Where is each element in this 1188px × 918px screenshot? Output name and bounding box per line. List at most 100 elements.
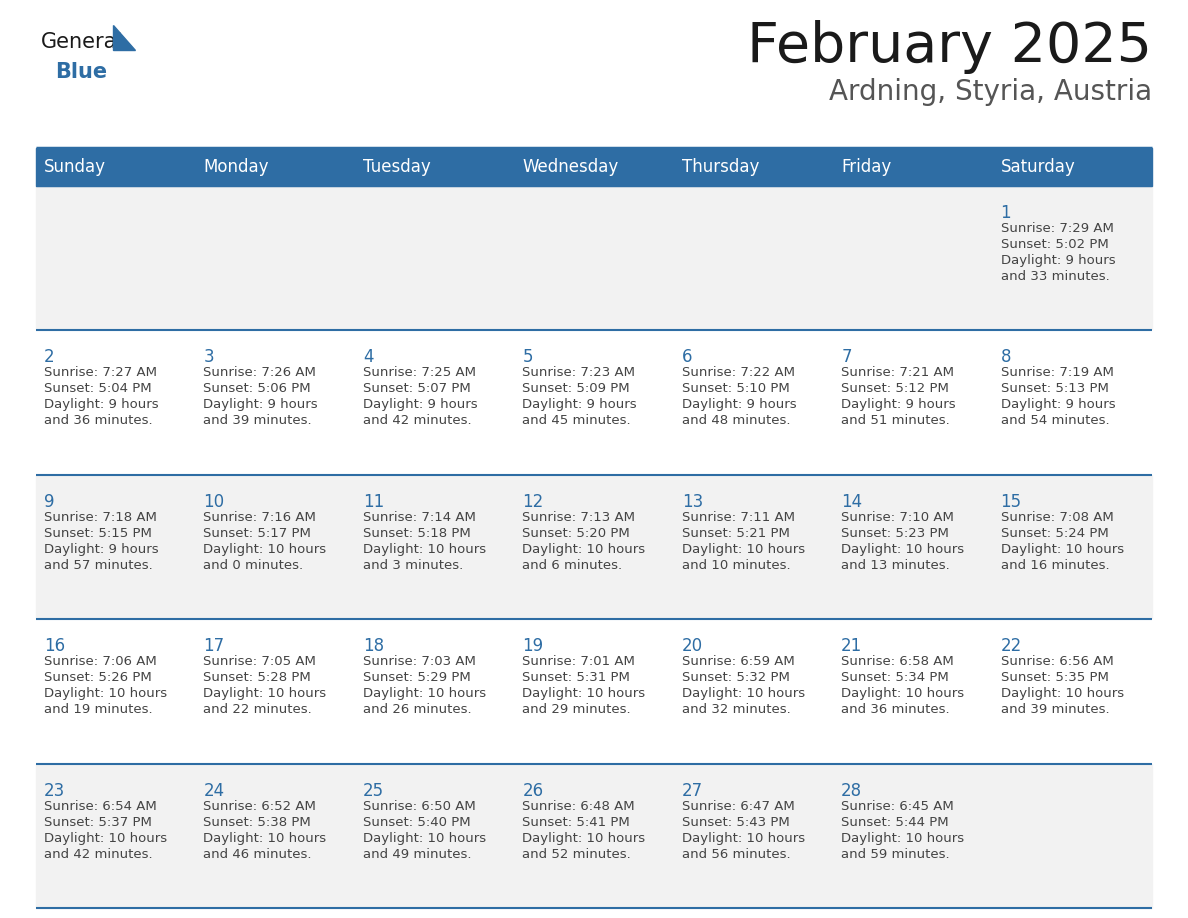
Text: 8: 8 (1000, 349, 1011, 366)
Text: Sunset: 5:43 PM: Sunset: 5:43 PM (682, 815, 790, 829)
Text: Sunrise: 7:22 AM: Sunrise: 7:22 AM (682, 366, 795, 379)
Text: Daylight: 9 hours: Daylight: 9 hours (682, 398, 796, 411)
Text: 20: 20 (682, 637, 703, 655)
Text: Sunset: 5:10 PM: Sunset: 5:10 PM (682, 383, 790, 396)
Text: 10: 10 (203, 493, 225, 510)
Text: Sunrise: 6:54 AM: Sunrise: 6:54 AM (44, 800, 157, 812)
Text: Daylight: 9 hours: Daylight: 9 hours (203, 398, 318, 411)
Text: Sunset: 5:35 PM: Sunset: 5:35 PM (1000, 671, 1108, 684)
Text: General: General (42, 32, 124, 52)
Text: and 36 minutes.: and 36 minutes. (841, 703, 949, 716)
Text: Daylight: 10 hours: Daylight: 10 hours (682, 832, 804, 845)
Text: and 26 minutes.: and 26 minutes. (362, 703, 472, 716)
Text: 22: 22 (1000, 637, 1022, 655)
Text: Sunrise: 7:23 AM: Sunrise: 7:23 AM (523, 366, 636, 379)
Text: Sunrise: 6:48 AM: Sunrise: 6:48 AM (523, 800, 634, 812)
Bar (36, 475, 1152, 620)
Text: and 13 minutes.: and 13 minutes. (841, 559, 950, 572)
Text: 28: 28 (841, 781, 862, 800)
Text: and 52 minutes.: and 52 minutes. (523, 847, 631, 860)
Text: and 29 minutes.: and 29 minutes. (523, 703, 631, 716)
Text: Sunset: 5:20 PM: Sunset: 5:20 PM (523, 527, 630, 540)
Text: 21: 21 (841, 637, 862, 655)
Text: and 16 minutes.: and 16 minutes. (1000, 559, 1110, 572)
Text: and 45 minutes.: and 45 minutes. (523, 414, 631, 428)
Text: Sunrise: 7:03 AM: Sunrise: 7:03 AM (362, 655, 475, 668)
Text: and 19 minutes.: and 19 minutes. (44, 703, 152, 716)
Text: Friday: Friday (841, 158, 891, 176)
Text: Sunset: 5:32 PM: Sunset: 5:32 PM (682, 671, 790, 684)
Text: Sunset: 5:40 PM: Sunset: 5:40 PM (362, 815, 470, 829)
Text: Daylight: 10 hours: Daylight: 10 hours (682, 543, 804, 555)
Text: Sunset: 5:04 PM: Sunset: 5:04 PM (44, 383, 152, 396)
Text: Daylight: 10 hours: Daylight: 10 hours (362, 543, 486, 555)
Text: Sunset: 5:26 PM: Sunset: 5:26 PM (44, 671, 152, 684)
Text: and 0 minutes.: and 0 minutes. (203, 559, 304, 572)
Text: 25: 25 (362, 781, 384, 800)
Text: 24: 24 (203, 781, 225, 800)
Text: Daylight: 10 hours: Daylight: 10 hours (841, 543, 965, 555)
Text: Daylight: 10 hours: Daylight: 10 hours (523, 543, 645, 555)
Text: Sunset: 5:28 PM: Sunset: 5:28 PM (203, 671, 311, 684)
Text: 23: 23 (44, 781, 65, 800)
Text: Ardning, Styria, Austria: Ardning, Styria, Austria (829, 78, 1152, 106)
Polygon shape (113, 25, 135, 50)
Bar (36, 764, 1152, 908)
Text: Daylight: 10 hours: Daylight: 10 hours (1000, 543, 1124, 555)
Text: Sunrise: 7:05 AM: Sunrise: 7:05 AM (203, 655, 316, 668)
Text: 13: 13 (682, 493, 703, 510)
Text: 9: 9 (44, 493, 55, 510)
Text: Sunrise: 6:45 AM: Sunrise: 6:45 AM (841, 800, 954, 812)
Text: February 2025: February 2025 (747, 20, 1152, 74)
Text: Sunrise: 7:29 AM: Sunrise: 7:29 AM (1000, 222, 1113, 235)
Text: Sunrise: 7:18 AM: Sunrise: 7:18 AM (44, 510, 157, 524)
Text: Sunrise: 7:16 AM: Sunrise: 7:16 AM (203, 510, 316, 524)
Text: Daylight: 10 hours: Daylight: 10 hours (44, 832, 168, 845)
Text: 15: 15 (1000, 493, 1022, 510)
Text: Sunset: 5:09 PM: Sunset: 5:09 PM (523, 383, 630, 396)
Text: Daylight: 10 hours: Daylight: 10 hours (203, 832, 327, 845)
Text: Sunrise: 7:13 AM: Sunrise: 7:13 AM (523, 510, 636, 524)
Text: Sunset: 5:17 PM: Sunset: 5:17 PM (203, 527, 311, 540)
Text: and 42 minutes.: and 42 minutes. (362, 414, 472, 428)
Text: and 59 minutes.: and 59 minutes. (841, 847, 949, 860)
Text: Sunset: 5:02 PM: Sunset: 5:02 PM (1000, 238, 1108, 251)
Text: Sunrise: 7:21 AM: Sunrise: 7:21 AM (841, 366, 954, 379)
Text: Daylight: 10 hours: Daylight: 10 hours (203, 543, 327, 555)
Text: Sunset: 5:31 PM: Sunset: 5:31 PM (523, 671, 630, 684)
Text: 18: 18 (362, 637, 384, 655)
Text: Sunrise: 7:06 AM: Sunrise: 7:06 AM (44, 655, 157, 668)
Text: Thursday: Thursday (682, 158, 759, 176)
Text: Daylight: 9 hours: Daylight: 9 hours (362, 398, 478, 411)
Text: Sunrise: 7:08 AM: Sunrise: 7:08 AM (1000, 510, 1113, 524)
Text: Sunrise: 7:10 AM: Sunrise: 7:10 AM (841, 510, 954, 524)
Text: Daylight: 10 hours: Daylight: 10 hours (682, 688, 804, 700)
Text: Daylight: 9 hours: Daylight: 9 hours (44, 543, 159, 555)
Text: Sunset: 5:21 PM: Sunset: 5:21 PM (682, 527, 790, 540)
Text: Sunset: 5:06 PM: Sunset: 5:06 PM (203, 383, 311, 396)
Text: and 32 minutes.: and 32 minutes. (682, 703, 790, 716)
Text: Sunset: 5:24 PM: Sunset: 5:24 PM (1000, 527, 1108, 540)
Text: 3: 3 (203, 349, 214, 366)
Text: Blue: Blue (55, 62, 107, 82)
Text: 2: 2 (44, 349, 55, 366)
Text: and 46 minutes.: and 46 minutes. (203, 847, 312, 860)
Text: Daylight: 9 hours: Daylight: 9 hours (1000, 398, 1116, 411)
Bar (36, 186, 1152, 330)
Text: 14: 14 (841, 493, 862, 510)
Text: Sunrise: 6:56 AM: Sunrise: 6:56 AM (1000, 655, 1113, 668)
Text: 27: 27 (682, 781, 703, 800)
Text: Sunset: 5:07 PM: Sunset: 5:07 PM (362, 383, 470, 396)
Text: and 51 minutes.: and 51 minutes. (841, 414, 950, 428)
Text: Saturday: Saturday (1000, 158, 1075, 176)
Text: Monday: Monday (203, 158, 268, 176)
Text: and 39 minutes.: and 39 minutes. (203, 414, 312, 428)
Text: Sunset: 5:38 PM: Sunset: 5:38 PM (203, 815, 311, 829)
Text: Sunday: Sunday (44, 158, 106, 176)
Bar (36, 620, 1152, 764)
Text: 12: 12 (523, 493, 544, 510)
Text: and 6 minutes.: and 6 minutes. (523, 559, 623, 572)
Text: Sunset: 5:37 PM: Sunset: 5:37 PM (44, 815, 152, 829)
Text: Daylight: 10 hours: Daylight: 10 hours (841, 832, 965, 845)
Text: 1: 1 (1000, 204, 1011, 222)
